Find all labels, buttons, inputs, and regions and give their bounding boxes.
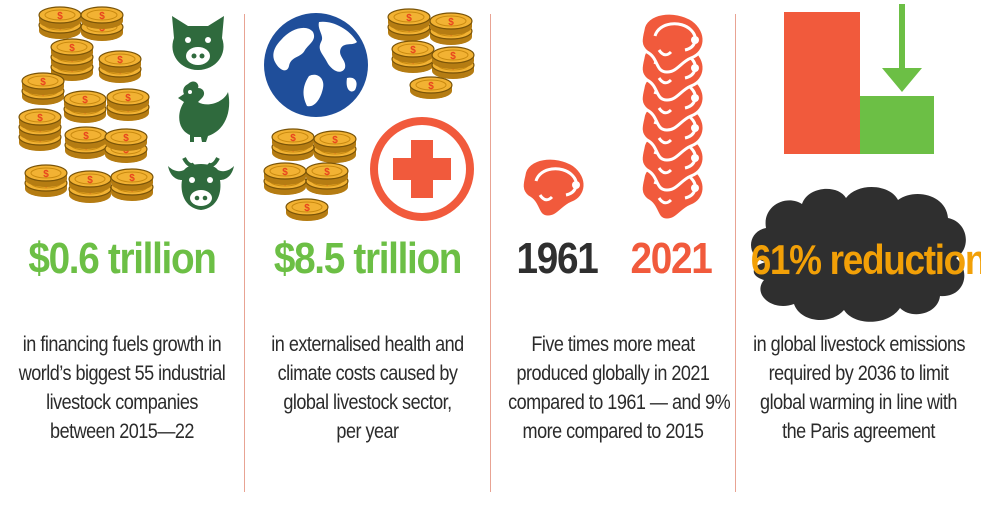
costs-headline: $8.5 trillion bbox=[273, 234, 463, 283]
coin-stacks-icon bbox=[18, 6, 154, 204]
panel-divider bbox=[490, 14, 491, 492]
description-line: in global livestock emissions bbox=[753, 333, 966, 356]
description-line: climate costs caused by bbox=[277, 362, 458, 385]
description-line: compared to 1961 — and 9% bbox=[508, 391, 731, 414]
description-line: required by 2036 to limit bbox=[768, 362, 949, 385]
panel-emissions: 61% reduction in global livestock emissi… bbox=[736, 0, 981, 507]
description-line: per year bbox=[336, 420, 399, 443]
meat-description: Five times more meat produced globally i… bbox=[508, 330, 731, 446]
panel-divider bbox=[735, 14, 736, 492]
cloud-icon bbox=[751, 186, 966, 322]
down-arrow-icon bbox=[882, 4, 922, 92]
year-1961: 1961 bbox=[516, 234, 599, 283]
description-line: produced globally in 2021 bbox=[516, 362, 710, 385]
chicken-icon bbox=[178, 81, 230, 142]
financing-description: in financing fuels growth in world’s big… bbox=[17, 330, 227, 446]
description-line: the Paris agreement bbox=[782, 420, 935, 443]
coin-stacks-icon bbox=[263, 128, 357, 222]
description-line: world’s biggest 55 industrial bbox=[18, 362, 226, 385]
steak-stack-icon bbox=[639, 11, 706, 222]
description-line: more compared to 2015 bbox=[522, 420, 704, 443]
medical-cross-icon bbox=[370, 117, 474, 221]
panel-divider bbox=[244, 14, 245, 492]
reduction-headline: 61% reduction bbox=[750, 236, 981, 283]
description-line: in externalised health and bbox=[271, 333, 464, 356]
globe-icon bbox=[264, 13, 368, 117]
financing-headline: $0.6 trillion bbox=[28, 234, 217, 283]
panel-financing: $0.6 trillion in financing fuels growth … bbox=[0, 0, 244, 507]
panel-externalised-costs: $8.5 trillion in externalised health and… bbox=[245, 0, 490, 507]
description-line: global warming in line with bbox=[760, 391, 957, 414]
coin-stacks-icon bbox=[387, 8, 475, 100]
description-line: global livestock sector, bbox=[283, 391, 452, 414]
description-line: between 2015—22 bbox=[50, 420, 194, 443]
bar-reduction-icon bbox=[784, 12, 934, 154]
description-line: in financing fuels growth in bbox=[22, 333, 222, 356]
pig-icon bbox=[172, 16, 224, 70]
emissions-description: in global livestock emissions required b… bbox=[753, 330, 966, 446]
cow-icon bbox=[168, 157, 234, 210]
steak-icon bbox=[520, 156, 587, 219]
year-2021: 2021 bbox=[630, 234, 713, 283]
panel-meat-production: 1961 2021 Five times more meat produced … bbox=[491, 0, 735, 507]
description-line: livestock companies bbox=[46, 391, 198, 414]
description-line: Five times more meat bbox=[531, 333, 695, 356]
costs-description: in externalised health and climate costs… bbox=[262, 330, 473, 446]
